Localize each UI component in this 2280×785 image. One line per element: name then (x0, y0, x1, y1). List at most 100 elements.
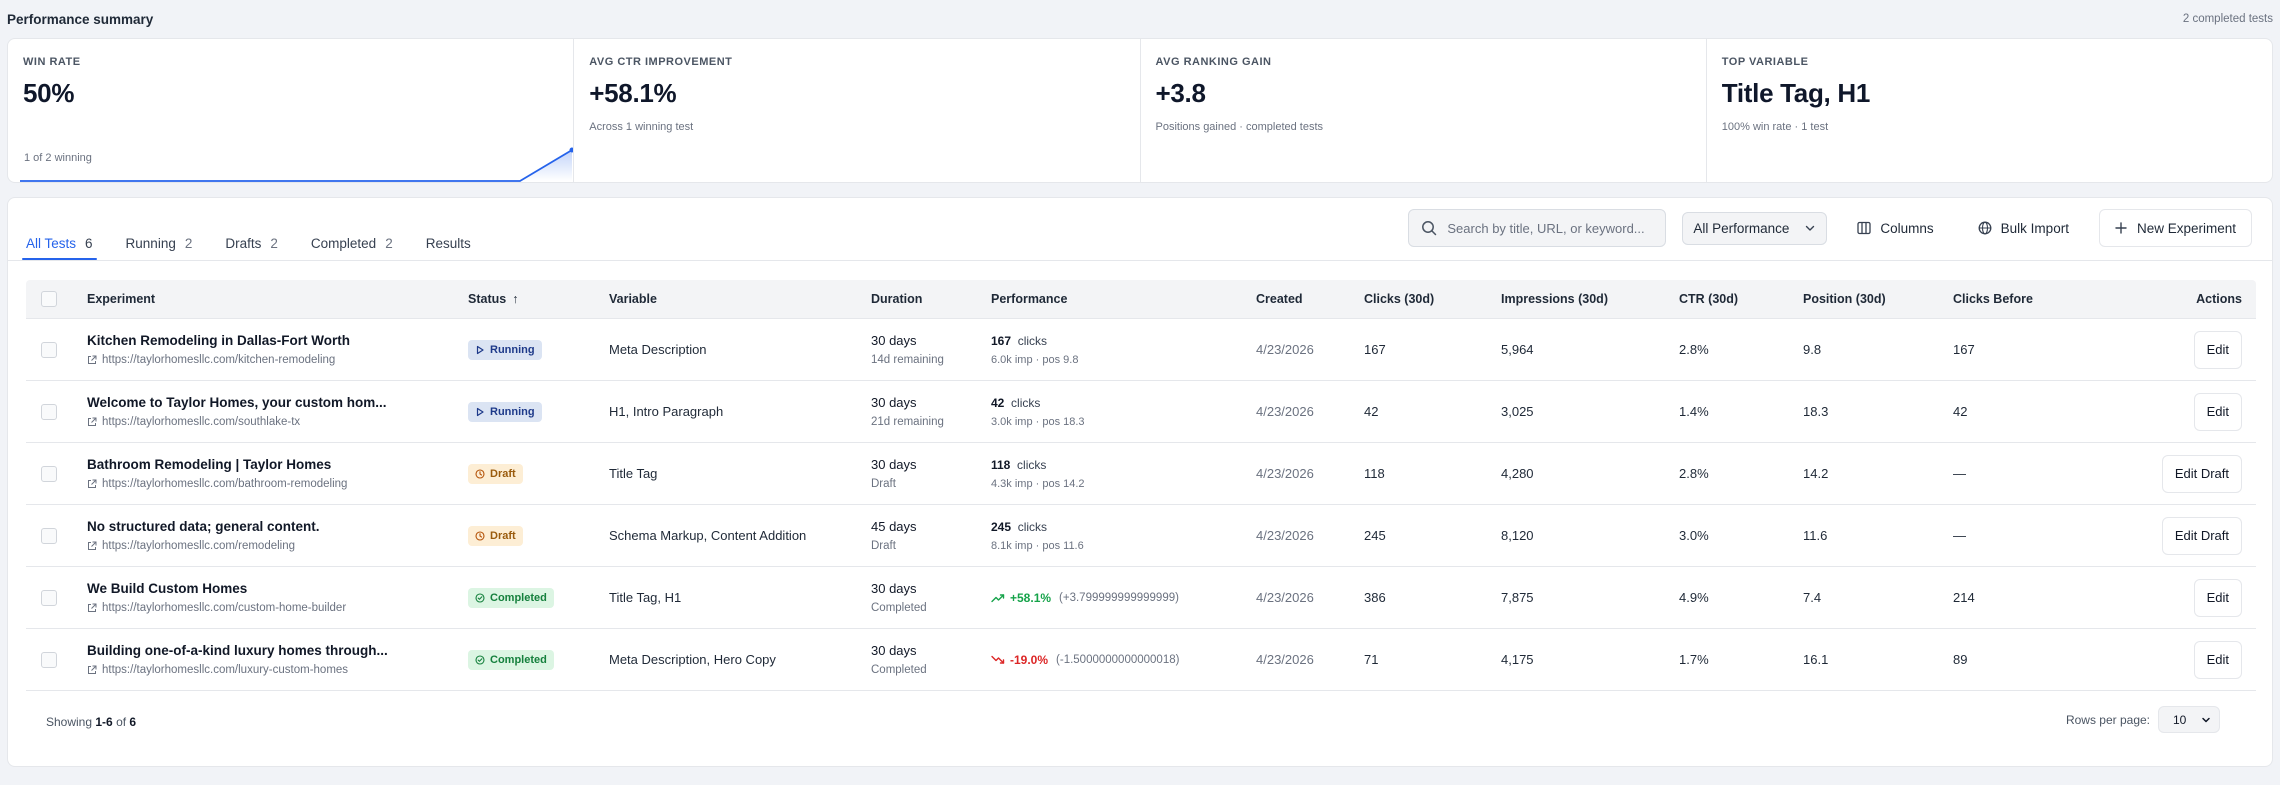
rows-per-page-control: Rows per page: 10 (2066, 706, 2220, 733)
column-header-variable[interactable]: Variable (609, 292, 657, 306)
status-label: Draft (490, 467, 516, 480)
row-checkbox[interactable] (41, 589, 57, 606)
duration-sub: 21d remaining (871, 416, 944, 428)
row-checkbox[interactable] (41, 465, 57, 482)
experiment-url: https://taylorhomesllc.com/luxury-custom… (102, 664, 349, 676)
duration-sub: Completed (871, 602, 927, 614)
experiment-url-link[interactable]: https://taylorhomesllc.com/luxury-custom… (87, 664, 388, 676)
status-cell: Completed (468, 649, 554, 670)
performance-clicks-label: clicks (1017, 333, 1048, 348)
tab-completed[interactable]: Completed 2 (311, 236, 393, 260)
select-all-checkbox[interactable] (41, 291, 57, 307)
duration-value: 30 days (871, 395, 917, 410)
experiment-title[interactable]: Welcome to Taylor Homes, your custom hom… (87, 395, 387, 410)
win-rate-sparkline (20, 147, 573, 182)
performance-filter-value: All Performance (1693, 220, 1790, 236)
tab-results[interactable]: Results (426, 236, 471, 260)
edit-draft-button[interactable]: Edit Draft (2161, 516, 2242, 555)
clicks-cell: 118 (1364, 466, 1385, 481)
plus-icon (2115, 222, 2127, 234)
position-cell: 11.6 (1803, 528, 1828, 543)
performance-filter-select[interactable]: All Performance (1682, 211, 1828, 245)
experiment-url-link[interactable]: https://taylorhomesllc.com/bathroom-remo… (87, 478, 347, 490)
columns-button[interactable]: Columns (1843, 209, 1947, 247)
external-link-icon (88, 665, 97, 674)
performance-delta-raw: (+3.799999999999999) (1059, 591, 1179, 604)
new-experiment-button[interactable]: New Experiment (2098, 209, 2252, 247)
experiment-title[interactable]: Building one-of-a-kind luxury homes thro… (87, 643, 388, 658)
column-header-clicks-before[interactable]: Clicks Before (1953, 292, 2033, 306)
column-header-position[interactable]: Position (30d) (1803, 292, 1886, 306)
experiment-url-link[interactable]: https://taylorhomesllc.com/southlake-tx (87, 416, 387, 428)
experiment-title[interactable]: We Build Custom Homes (87, 581, 248, 596)
tab-running[interactable]: Running 2 (126, 236, 193, 260)
bulk-import-button[interactable]: Bulk Import (1964, 209, 2083, 247)
status-badge: Running (468, 401, 542, 422)
row-checkbox[interactable] (41, 403, 57, 420)
edit-button[interactable]: Edit (2193, 578, 2242, 617)
tab-count: 2 (270, 236, 278, 251)
experiment-url-link[interactable]: https://taylorhomesllc.com/custom-home-b… (87, 602, 346, 614)
external-link-icon (88, 355, 97, 364)
column-header-duration[interactable]: Duration (871, 292, 923, 306)
tab-all-tests[interactable]: All Tests 6 (22, 236, 97, 260)
tab-drafts[interactable]: Drafts 2 (225, 236, 278, 260)
status-label: Draft (490, 529, 516, 542)
duration-cell: 30 days Completed (871, 581, 927, 614)
column-header-actions: Actions (2196, 292, 2242, 306)
row-checkbox[interactable] (41, 527, 57, 544)
performance-delta-raw: (-1.5000000000000018) (1056, 653, 1180, 666)
column-header-created[interactable]: Created (1256, 292, 1303, 306)
created-cell: 4/23/2026 (1256, 590, 1314, 605)
chevron-down-icon (1806, 225, 1815, 231)
table-header-row: Experiment Status ↑ Variable Duration Pe… (26, 280, 2256, 319)
completed-tests-count: 2 completed tests (2182, 13, 2273, 25)
column-header-impressions[interactable]: Impressions (30d) (1501, 292, 1608, 306)
bulk-import-label: Bulk Import (2000, 220, 2069, 236)
status-label: Completed (490, 653, 547, 666)
edit-button[interactable]: Edit (2193, 392, 2242, 431)
search-icon (1422, 221, 1437, 236)
edit-button[interactable]: Edit (2193, 640, 2242, 679)
edit-button[interactable]: Edit (2193, 330, 2242, 369)
kpi-sub: 100% win rate · 1 test (1721, 121, 1829, 133)
page-header: Performance summary 2 completed tests (7, 0, 2273, 38)
performance-delta-value: +58.1% (1010, 590, 1052, 605)
row-checkbox[interactable] (41, 341, 57, 358)
column-header-performance[interactable]: Performance (991, 292, 1068, 306)
status-cell: Completed (468, 587, 554, 608)
clicks-before-cell: — (1953, 466, 1966, 481)
external-link-icon (88, 417, 97, 426)
experiment-url-link[interactable]: https://taylorhomesllc.com/kitchen-remod… (87, 354, 350, 366)
tab-label: Completed (310, 236, 377, 251)
variable-cell: H1, Intro Paragraph (609, 404, 724, 419)
search-input[interactable] (1447, 220, 1648, 236)
status-badge: Completed (468, 587, 554, 608)
showing-range: 1-6 (95, 715, 113, 729)
experiment-cell: Bathroom Remodeling | Taylor Homes https… (87, 457, 347, 490)
column-header-status[interactable]: Status ↑ (468, 292, 518, 306)
experiment-url-link[interactable]: https://taylorhomesllc.com/remodeling (87, 540, 320, 552)
kpi-avg-ctr-improvement: AVG CTR IMPROVEMENT +58.1% Across 1 winn… (574, 39, 1141, 182)
duration-cell: 30 days 21d remaining (871, 395, 944, 428)
toolbar: All Performance Columns Bulk Import New … (1408, 209, 2252, 247)
experiment-cell: Building one-of-a-kind luxury homes thro… (87, 643, 388, 676)
performance-cell: 245 clicks 8.1k imp · pos 11.6 (991, 520, 1084, 552)
showing-prefix: Showing (46, 715, 93, 729)
created-cell: 4/23/2026 (1256, 528, 1314, 543)
clicks-before-cell: 214 (1953, 590, 1975, 605)
experiment-cell: We Build Custom Homes https://taylorhome… (87, 581, 346, 614)
experiment-title[interactable]: No structured data; general content. (87, 519, 320, 534)
rows-per-page-select[interactable]: 10 (2158, 706, 2220, 733)
edit-draft-button[interactable]: Edit Draft (2161, 454, 2242, 493)
external-link-icon (88, 479, 97, 488)
column-header-clicks[interactable]: Clicks (30d) (1364, 292, 1435, 306)
performance-clicks: 245 (991, 519, 1012, 534)
row-checkbox[interactable] (41, 651, 57, 668)
column-header-experiment[interactable]: Experiment (87, 292, 156, 306)
column-header-ctr[interactable]: CTR (30d) (1679, 292, 1739, 306)
experiment-title[interactable]: Bathroom Remodeling | Taylor Homes (87, 457, 332, 472)
trending-up-icon (991, 593, 1005, 602)
experiment-title[interactable]: Kitchen Remodeling in Dallas-Fort Worth (87, 333, 351, 348)
trending-down-icon (991, 655, 1005, 664)
